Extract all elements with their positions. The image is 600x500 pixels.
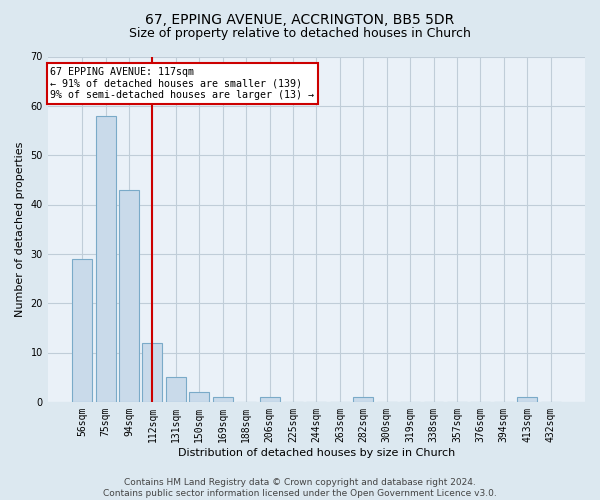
Bar bbox=[95, 116, 116, 402]
Bar bbox=[166, 377, 186, 402]
Bar bbox=[119, 190, 139, 402]
Text: Size of property relative to detached houses in Church: Size of property relative to detached ho… bbox=[129, 28, 471, 40]
Text: 67, EPPING AVENUE, ACCRINGTON, BB5 5DR: 67, EPPING AVENUE, ACCRINGTON, BB5 5DR bbox=[145, 12, 455, 26]
Text: Contains HM Land Registry data © Crown copyright and database right 2024.
Contai: Contains HM Land Registry data © Crown c… bbox=[103, 478, 497, 498]
Bar bbox=[142, 342, 163, 402]
Y-axis label: Number of detached properties: Number of detached properties bbox=[15, 142, 25, 317]
Bar bbox=[190, 392, 209, 402]
Bar bbox=[72, 259, 92, 402]
X-axis label: Distribution of detached houses by size in Church: Distribution of detached houses by size … bbox=[178, 448, 455, 458]
Text: 67 EPPING AVENUE: 117sqm
← 91% of detached houses are smaller (139)
9% of semi-d: 67 EPPING AVENUE: 117sqm ← 91% of detach… bbox=[50, 67, 314, 100]
Bar bbox=[213, 397, 233, 402]
Bar bbox=[353, 397, 373, 402]
Bar bbox=[260, 397, 280, 402]
Bar bbox=[517, 397, 537, 402]
